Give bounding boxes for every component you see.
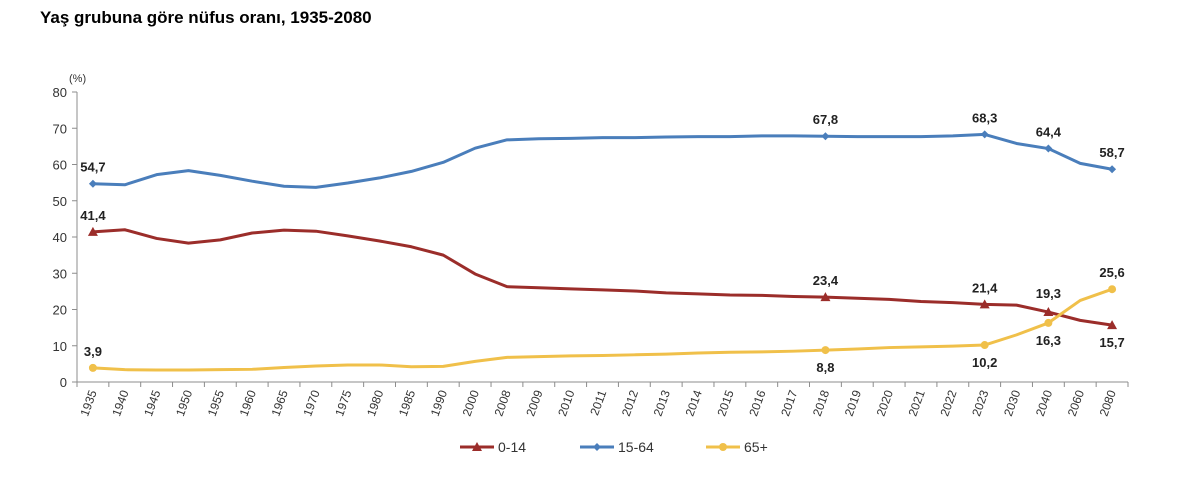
- x-tick-label: 2010: [555, 388, 577, 418]
- x-tick-label: 2021: [906, 388, 928, 418]
- x-tick-label: 2012: [619, 388, 641, 418]
- data-point-0-14: [979, 299, 990, 309]
- data-label-65: 10,2: [972, 355, 997, 370]
- chart-title: Yaş grubuna göre nüfus oranı, 1935-2080: [40, 8, 372, 27]
- data-point-15-64: [980, 130, 989, 139]
- y-tick-label: 70: [53, 121, 67, 136]
- x-tick-label: 1990: [428, 388, 450, 418]
- x-tick-label: 2000: [460, 388, 482, 418]
- x-tick-label: 2022: [937, 388, 959, 418]
- legend-label: 65+: [744, 439, 768, 455]
- data-label-0-14: 41,4: [80, 208, 106, 223]
- x-tick-label: 1935: [77, 388, 99, 418]
- x-tick-label: 2060: [1065, 388, 1087, 418]
- x-tick-label: 1955: [205, 388, 227, 418]
- data-point-0-14: [1107, 320, 1118, 330]
- x-tick-label: 1985: [396, 388, 418, 418]
- data-point-0-14: [87, 226, 98, 236]
- legend-swatch-marker: [472, 442, 482, 451]
- y-tick-label: 60: [53, 158, 67, 173]
- legend-label: 15-64: [618, 439, 654, 455]
- x-tick-label: 1975: [332, 388, 354, 418]
- x-tick-label: 1950: [173, 388, 195, 418]
- x-tick-label: 2040: [1033, 388, 1055, 418]
- x-tick-label: 2014: [683, 388, 705, 418]
- data-labels-layer: 41,4 23,4 21,4 19,3 15,7 54,7 67,8 68,3 64,4 58,7…: [80, 110, 1124, 375]
- series-line-0-14: [91, 228, 1114, 327]
- x-tick-label: 2013: [651, 388, 673, 418]
- data-label-0-14: 23,4: [813, 273, 839, 288]
- data-label-65: 25,6: [1099, 265, 1124, 280]
- x-tick-label: 1940: [109, 388, 131, 418]
- data-label-15-64: 64,4: [1036, 125, 1062, 140]
- x-tick-label: 1980: [364, 388, 386, 418]
- legend-swatch-marker: [593, 443, 601, 451]
- y-tick-label: 30: [53, 266, 67, 281]
- y-tick-label: 50: [53, 194, 67, 209]
- x-tick-label: 2008: [491, 388, 513, 418]
- series-line-15-64: [91, 132, 1114, 189]
- x-tick-label: 2030: [1001, 388, 1023, 418]
- data-label-15-64: 58,7: [1099, 145, 1124, 160]
- legend: 0-14 15-64 65+: [460, 439, 768, 455]
- data-label-15-64: 67,8: [813, 112, 838, 127]
- data-label-65: 3,9: [84, 344, 102, 359]
- data-point-0-14: [820, 292, 831, 302]
- x-tick-label: 1960: [237, 388, 259, 418]
- data-point-0-14: [1043, 307, 1054, 317]
- data-label-65: 16,3: [1036, 333, 1061, 348]
- data-point-15-64: [88, 179, 97, 188]
- y-tick-label: 0: [60, 375, 67, 390]
- x-tick-label: 2080: [1097, 388, 1119, 418]
- data-label-0-14: 21,4: [972, 280, 998, 295]
- data-label-0-14: 15,7: [1099, 335, 1124, 350]
- legend-item-15-64: 15-64: [580, 439, 654, 455]
- x-tick-label: 2009: [523, 388, 545, 418]
- y-tick-label: 10: [53, 339, 67, 354]
- data-point-65: [1044, 318, 1053, 327]
- y-axis-unit-label: (%): [69, 73, 86, 85]
- x-tick-label: 2017: [778, 388, 800, 418]
- data-label-15-64: 54,7: [80, 160, 105, 175]
- y-tick-label: 40: [53, 230, 67, 245]
- data-point-15-64: [821, 132, 830, 141]
- data-point-65: [1108, 285, 1117, 294]
- y-tick-label: 20: [53, 303, 67, 318]
- legend-item-0-14: 0-14: [460, 439, 526, 455]
- legend-item-65: 65+: [706, 439, 768, 455]
- x-tick-label: 2018: [810, 388, 832, 418]
- data-label-65: 8,8: [816, 360, 834, 375]
- x-tick-label: 1945: [141, 388, 163, 418]
- data-point-15-64: [1108, 165, 1117, 174]
- data-label-15-64: 68,3: [972, 110, 997, 125]
- series-layer: [87, 130, 1118, 372]
- series-line-65: [91, 287, 1114, 372]
- data-point-65: [88, 363, 97, 372]
- x-tick-label: 2019: [842, 388, 864, 418]
- x-tick-label: 2023: [969, 388, 991, 418]
- data-point-65: [980, 341, 989, 350]
- legend-label: 0-14: [498, 439, 526, 455]
- x-tick-label: 1965: [269, 388, 291, 418]
- legend-swatch-marker: [719, 443, 727, 451]
- x-tick-label: 2015: [714, 388, 736, 418]
- data-point-15-64: [1044, 144, 1053, 153]
- x-tick-label: 1970: [300, 388, 322, 418]
- x-tick-label: 2016: [746, 388, 768, 418]
- x-tick-label: 2011: [587, 388, 609, 417]
- data-label-0-14: 19,3: [1036, 286, 1061, 301]
- x-tick-label: 2020: [874, 388, 896, 418]
- y-tick-label: 80: [53, 85, 67, 100]
- data-point-65: [821, 346, 830, 355]
